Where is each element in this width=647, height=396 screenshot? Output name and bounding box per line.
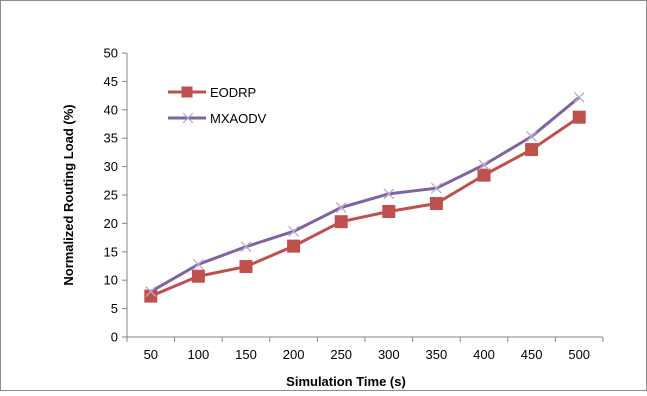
data-point-eodrp (572, 110, 586, 124)
legend: EODRP MXAODV (168, 85, 267, 126)
x-axis-title: Simulation Time (s) (286, 374, 406, 389)
y-tick-label: 10 (104, 273, 118, 288)
y-axis: 0 5 10 15 20 25 30 35 40 45 50 (104, 46, 128, 345)
legend-label-eodrp: EODRP (210, 85, 256, 100)
y-axis-title: Normalized Routing Load (%) (61, 104, 76, 285)
y-tick-label: 0 (111, 330, 118, 345)
data-point-mxaodv (145, 286, 157, 298)
legend-marker-eodrp (181, 86, 193, 98)
data-point-mxaodv (383, 188, 395, 200)
series-layer (144, 91, 586, 303)
x-axis: 50 100 150 200 250 300 350 400 450 500 (126, 336, 604, 362)
data-point-eodrp (191, 269, 205, 283)
x-tick-label: 50 (144, 347, 158, 362)
data-point-eodrp (477, 168, 491, 182)
data-point-mxaodv (573, 91, 585, 103)
legend-item-eodrp: EODRP (168, 85, 256, 100)
legend-item-mxaodv: MXAODV (168, 111, 267, 126)
legend-marker-mxaodv (182, 112, 194, 124)
data-point-eodrp (239, 260, 253, 274)
data-point-mxaodv (335, 202, 347, 213)
y-tick-label: 30 (104, 159, 118, 174)
x-tick-label: 350 (426, 347, 448, 362)
data-point-mxaodv (288, 225, 300, 237)
y-tick-label: 40 (104, 102, 118, 117)
data-point-mxaodv (192, 258, 204, 270)
y-tick-label: 5 (111, 301, 118, 316)
x-tick-label: 500 (568, 347, 590, 362)
data-point-eodrp (334, 215, 348, 229)
data-point-eodrp (525, 143, 539, 157)
legend-label-mxaodv: MXAODV (210, 111, 267, 126)
y-tick-label: 25 (104, 188, 118, 203)
x-tick-label: 400 (473, 347, 495, 362)
y-tick-label: 35 (104, 131, 118, 146)
data-point-mxaodv (526, 131, 538, 142)
x-tick-label: 450 (521, 347, 543, 362)
data-point-mxaodv (240, 241, 252, 253)
series-line-mxaodv (150, 96, 581, 293)
y-tick-label: 20 (104, 216, 118, 231)
x-tick-label: 200 (283, 347, 305, 362)
y-tick-label: 45 (104, 74, 118, 89)
x-tick-label: 150 (235, 347, 257, 362)
data-point-eodrp (429, 197, 443, 211)
x-tick-label: 250 (330, 347, 352, 362)
data-point-eodrp (382, 204, 396, 218)
series-line-eodrp (150, 115, 581, 298)
y-tick-label: 50 (104, 46, 118, 61)
data-point-mxaodv (430, 182, 442, 194)
data-point-mxaodv (478, 159, 490, 171)
y-tick-label: 15 (104, 244, 118, 259)
x-tick-label: 100 (188, 347, 210, 362)
x-tick-label: 300 (378, 347, 400, 362)
data-point-eodrp (287, 239, 301, 253)
